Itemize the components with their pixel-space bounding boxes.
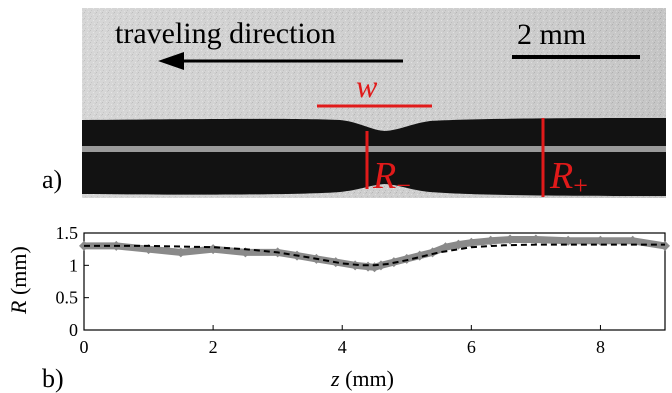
x-axis-symbol: z [330, 366, 340, 391]
series-measured-point [363, 261, 374, 272]
series-measured-point [485, 235, 496, 246]
radius-chart: 0 0.5 1 1.5 0 2 4 6 8 [56, 223, 670, 357]
series-group [79, 234, 670, 273]
r-plus-label: R+ [549, 155, 588, 200]
x-tick-label: 8 [596, 337, 605, 357]
y-tick-label: 1.5 [56, 223, 79, 243]
x-tick-label: 0 [80, 337, 89, 357]
x-axis-unit: (mm) [340, 366, 394, 391]
scale-label: 2 mm [517, 18, 586, 51]
tube-upper-band [82, 118, 666, 146]
left-arrow-icon [158, 52, 184, 70]
y-ticks: 0 0.5 1 1.5 [56, 223, 89, 340]
series-measured-point [453, 239, 464, 250]
y-axis-unit: (mm) [6, 246, 31, 300]
series-measured-point [375, 260, 386, 271]
photo-panel: traveling direction 2 mm w R− R+ [82, 8, 666, 200]
tube-lower-band [82, 152, 666, 196]
r-minus-base: R [372, 155, 396, 197]
y-axis-symbol: R [6, 300, 31, 315]
plot-frame [83, 232, 666, 331]
y-tick-label: 0.5 [56, 288, 79, 308]
series-measured-point [175, 247, 186, 258]
panel-b-label: b) [42, 364, 64, 393]
x-tick-label: 6 [467, 337, 476, 357]
series-measured-point [530, 234, 541, 245]
y-tick-label: 1 [69, 255, 78, 275]
x-ticks: 0 2 4 6 8 [80, 325, 605, 357]
r-minus-label: R− [372, 155, 411, 200]
panel-a-label: a) [42, 165, 62, 194]
y-axis-label: R (mm) [6, 246, 31, 315]
x-tick-label: 2 [209, 337, 218, 357]
series-measured-point [660, 240, 670, 251]
direction-label: traveling direction [115, 17, 336, 50]
series-fit-line [84, 243, 665, 267]
r-minus-subscript: − [396, 171, 411, 200]
series-measured-point [563, 235, 574, 246]
series-measured-point [466, 237, 477, 248]
x-axis-label: z (mm) [330, 366, 394, 391]
y-tick-label: 0 [69, 320, 78, 340]
series-measured-point [440, 242, 451, 253]
series-measured-point [505, 234, 516, 245]
series-measured-point [595, 235, 606, 246]
x-tick-label: 4 [338, 337, 347, 357]
series-measured-point [427, 247, 438, 258]
r-plus-subscript: + [573, 171, 588, 200]
width-symbol: w [356, 68, 378, 104]
series-measured-point [627, 235, 638, 246]
r-plus-base: R [549, 155, 573, 197]
tube-center-line [82, 146, 666, 152]
